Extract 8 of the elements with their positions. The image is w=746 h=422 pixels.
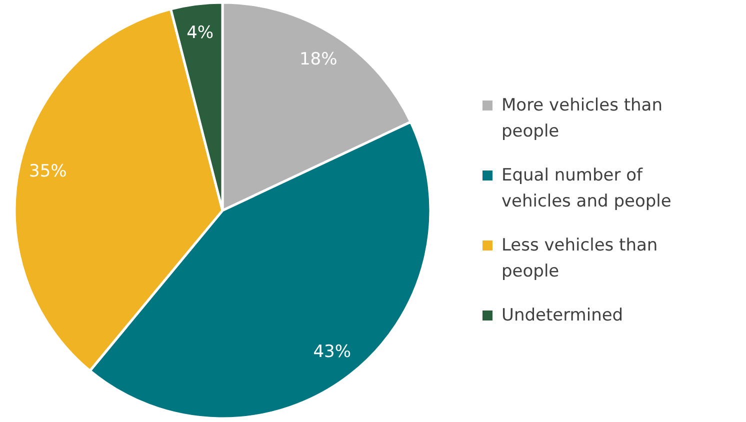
data-label: 35%	[29, 161, 67, 182]
legend-label: More vehicles than people	[502, 96, 662, 142]
data-label: 43%	[313, 342, 352, 362]
data-label: 4%	[186, 23, 214, 44]
legend-label: Equal number of vehicles and people	[502, 166, 672, 212]
legend-label: Less vehicles than people	[502, 236, 658, 282]
legend-label: Undetermined	[502, 306, 624, 326]
data-label: 18%	[299, 49, 338, 70]
